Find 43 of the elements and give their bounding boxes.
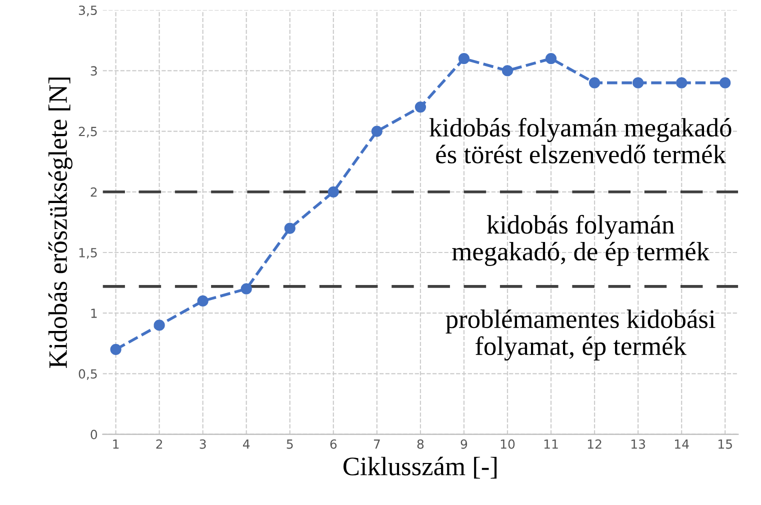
point: [154, 320, 165, 331]
x-tick-label: 12: [588, 439, 602, 449]
annotation: kidobás folyamán megakadó és törést elszenvedő termék: [429, 118, 732, 164]
x-tick-label: 11: [544, 440, 558, 449]
y-tick-label: 2: [90, 187, 97, 197]
point: [458, 53, 470, 64]
point: [414, 102, 426, 113]
x-tick-label: 5: [286, 440, 293, 449]
x-axis-title: Ciklusszám [-]: [343, 456, 497, 479]
point: [632, 77, 644, 88]
x-tick-label: 13: [631, 439, 646, 449]
y-tick-label: 0: [90, 430, 98, 440]
y-tick-label: 0,5: [78, 369, 97, 380]
point: [197, 295, 208, 307]
point: [502, 65, 514, 76]
y-tick-label: 3,5: [78, 6, 97, 16]
x-tick-label: 6: [330, 439, 337, 449]
point: [676, 77, 688, 88]
y-tick-label: 1: [91, 308, 97, 318]
y-tick-label: 3: [90, 66, 97, 76]
y-axis-title: Kidobás erőszükséglete [N]: [48, 78, 72, 368]
point: [588, 77, 600, 88]
annotation: problémamentes kidobási folyamat, ép termék: [446, 310, 716, 361]
x-tick-label: 8: [417, 439, 424, 449]
x-tick-label: 10: [500, 439, 515, 449]
x-tick-label: 1: [113, 440, 119, 449]
x-tick-label: 7: [374, 440, 380, 449]
point: [240, 283, 252, 294]
x-tick-label: 9: [460, 439, 468, 449]
point: [720, 77, 731, 88]
y-tick-label: 2,5: [78, 126, 97, 138]
point: [284, 222, 296, 234]
x-tick-label: 2: [156, 439, 162, 449]
point: [328, 186, 339, 198]
x-tick-label: 4: [242, 440, 250, 449]
x-tick-label: 3: [200, 439, 206, 449]
annotation: kidobás folyamán megakadó, de ép termék: [452, 214, 710, 266]
point: [371, 126, 382, 137]
x-tick-label: 15: [718, 440, 732, 449]
point: [545, 53, 557, 64]
point: [110, 344, 122, 356]
y-tick-label: 1,5: [79, 248, 97, 259]
x-tick-label: 14: [675, 440, 689, 449]
